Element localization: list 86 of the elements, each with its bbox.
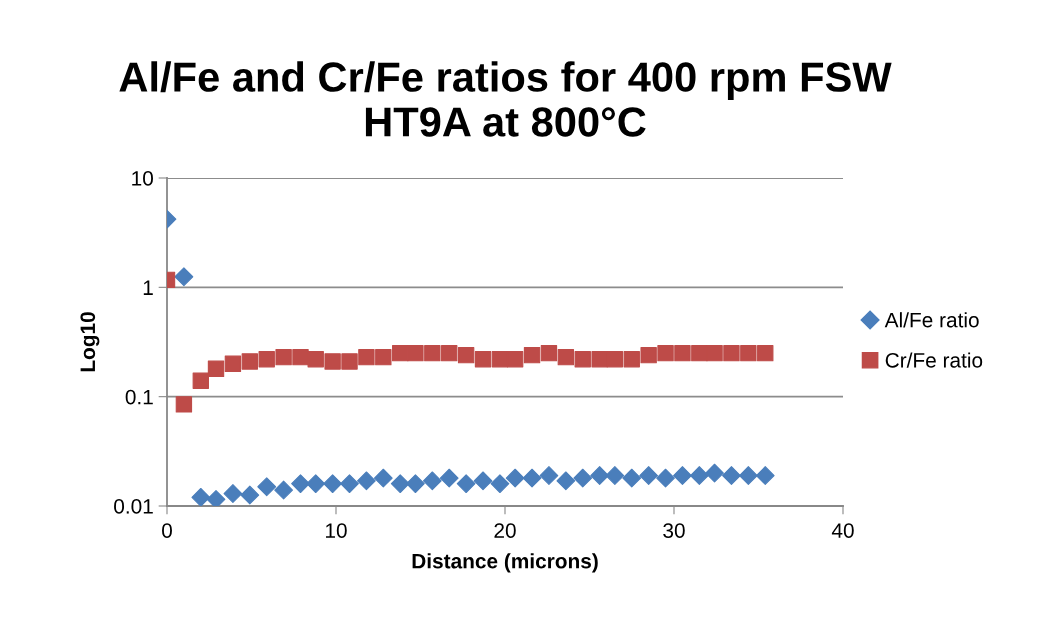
- point: [591, 351, 608, 368]
- point: [357, 471, 376, 491]
- point: [340, 474, 359, 494]
- point: [224, 355, 242, 372]
- point: [639, 466, 659, 485]
- point: [722, 466, 741, 485]
- point: [422, 471, 442, 491]
- point: [206, 489, 226, 506]
- point: [292, 348, 309, 366]
- point: [656, 468, 675, 488]
- point: [375, 348, 392, 366]
- point: [490, 474, 510, 494]
- point: [574, 351, 591, 368]
- point: [392, 344, 409, 362]
- point: [723, 344, 740, 362]
- point: [240, 485, 260, 505]
- point: [706, 344, 723, 362]
- y-tick-label: 1: [143, 280, 153, 295]
- chart-title: Al/Fe and Cr/Fe ratios for 400 rpm FSW HT9A at 800°C: [119, 61, 892, 137]
- point: [406, 474, 425, 494]
- point: [622, 468, 642, 488]
- legend-label: Cr/Fe ratio: [885, 352, 983, 368]
- point: [439, 468, 459, 488]
- point: [705, 463, 724, 483]
- point: [590, 466, 610, 485]
- point: [755, 466, 775, 485]
- point: [390, 474, 410, 494]
- point: [306, 474, 326, 494]
- point: [241, 353, 259, 370]
- point: [307, 351, 324, 368]
- point: [457, 346, 475, 364]
- point: [674, 344, 691, 362]
- point: [522, 468, 542, 488]
- legend-label: Al/Fe ratio: [884, 312, 979, 328]
- point: [673, 466, 692, 485]
- point: [623, 351, 640, 368]
- point: [257, 477, 277, 497]
- point: [740, 344, 757, 362]
- point: [258, 351, 275, 368]
- point: [207, 360, 225, 377]
- x-tick-label: 0: [162, 523, 172, 538]
- point: [223, 484, 243, 503]
- point: [689, 466, 709, 485]
- point: [275, 348, 292, 366]
- y-tick-label: 0.1: [125, 389, 153, 405]
- point: [505, 468, 525, 488]
- point: [523, 346, 541, 364]
- point: [441, 344, 458, 362]
- point: [291, 474, 310, 494]
- y-tick-label: 10: [132, 171, 153, 186]
- point: [506, 351, 524, 368]
- point: [358, 348, 375, 366]
- point: [540, 344, 558, 362]
- point: [323, 474, 343, 494]
- x-tick-label: 40: [831, 523, 854, 538]
- point: [539, 466, 559, 485]
- point: [757, 344, 774, 362]
- x-tick-label: 20: [494, 523, 516, 538]
- point: [573, 468, 593, 488]
- point: [341, 353, 358, 370]
- point: [474, 351, 492, 368]
- y-axis-title: Log10: [80, 312, 100, 372]
- point: [407, 344, 424, 362]
- point: [373, 468, 393, 488]
- point: [175, 396, 193, 413]
- point: [274, 480, 294, 500]
- point: [456, 474, 476, 494]
- x-tick-label: 10: [326, 523, 347, 538]
- point: [640, 346, 657, 364]
- point: [174, 267, 194, 287]
- point: [606, 351, 624, 368]
- point: [691, 344, 708, 362]
- x-tick-label: 30: [663, 523, 685, 538]
- point: [556, 471, 576, 491]
- point: [424, 344, 441, 362]
- y-tick-label: 0.01: [114, 499, 153, 514]
- point: [491, 351, 509, 368]
- point: [738, 466, 758, 485]
- point: [192, 372, 209, 389]
- point: [191, 487, 211, 506]
- point: [473, 471, 493, 491]
- point: [324, 353, 341, 370]
- x-axis-title: Distance (microns): [412, 553, 598, 573]
- point: [605, 466, 625, 485]
- point: [657, 344, 674, 362]
- point: [557, 348, 575, 366]
